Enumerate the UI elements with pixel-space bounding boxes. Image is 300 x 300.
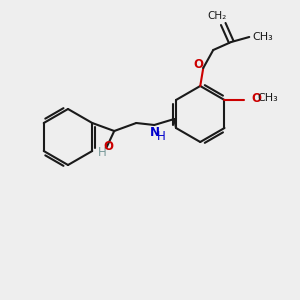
Text: H: H xyxy=(98,146,106,160)
Text: O: O xyxy=(103,140,113,154)
Text: CH₃: CH₃ xyxy=(257,93,278,103)
Text: CH₃: CH₃ xyxy=(253,32,274,42)
Text: O: O xyxy=(193,58,203,71)
Text: O: O xyxy=(251,92,262,104)
Text: N: N xyxy=(150,125,160,139)
Text: CH₂: CH₂ xyxy=(208,11,227,21)
Text: H: H xyxy=(157,130,166,143)
